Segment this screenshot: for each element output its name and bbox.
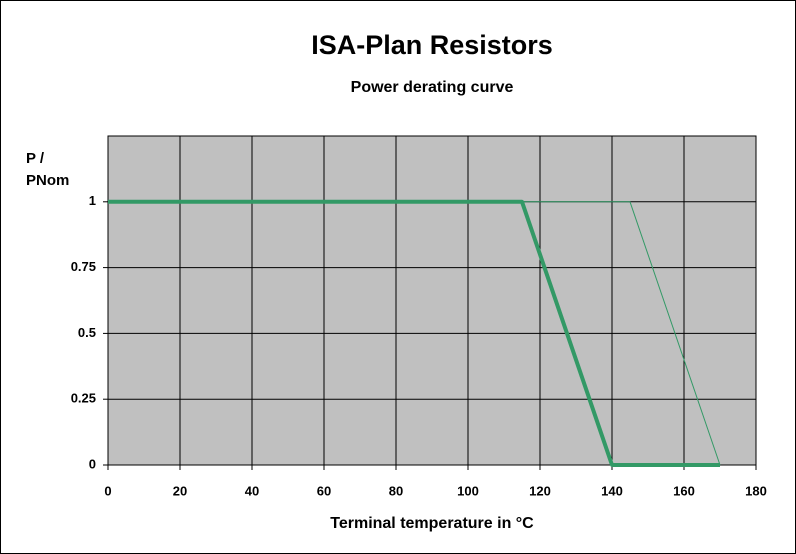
y-axis-label: PNom — [26, 172, 69, 189]
y-tick-label: 0.75 — [71, 259, 96, 274]
chart-title: ISA-Plan Resistors — [311, 30, 553, 60]
y-axis-label: P / — [26, 150, 45, 167]
x-tick-label: 80 — [389, 483, 403, 498]
y-tick-label: 1 — [89, 193, 96, 208]
x-tick-label: 160 — [673, 483, 695, 498]
chart-subtitle: Power derating curve — [351, 79, 514, 96]
x-tick-label: 20 — [173, 483, 187, 498]
x-tick-label: 180 — [745, 483, 767, 498]
y-tick-label: 0.25 — [71, 391, 96, 406]
x-axis-label: Terminal temperature in °C — [330, 515, 534, 532]
y-tick-label: 0 — [89, 456, 96, 471]
line-series — [108, 201, 721, 466]
plot-area — [107, 135, 757, 466]
x-tick-label: 60 — [317, 483, 331, 498]
x-tick-label: 40 — [245, 483, 259, 498]
x-tick-label: 0 — [104, 483, 111, 498]
x-tick-label: 140 — [601, 483, 623, 498]
x-tick-label: 120 — [529, 483, 551, 498]
x-tick-label: 100 — [457, 483, 479, 498]
y-tick-label: 0.5 — [78, 325, 96, 340]
